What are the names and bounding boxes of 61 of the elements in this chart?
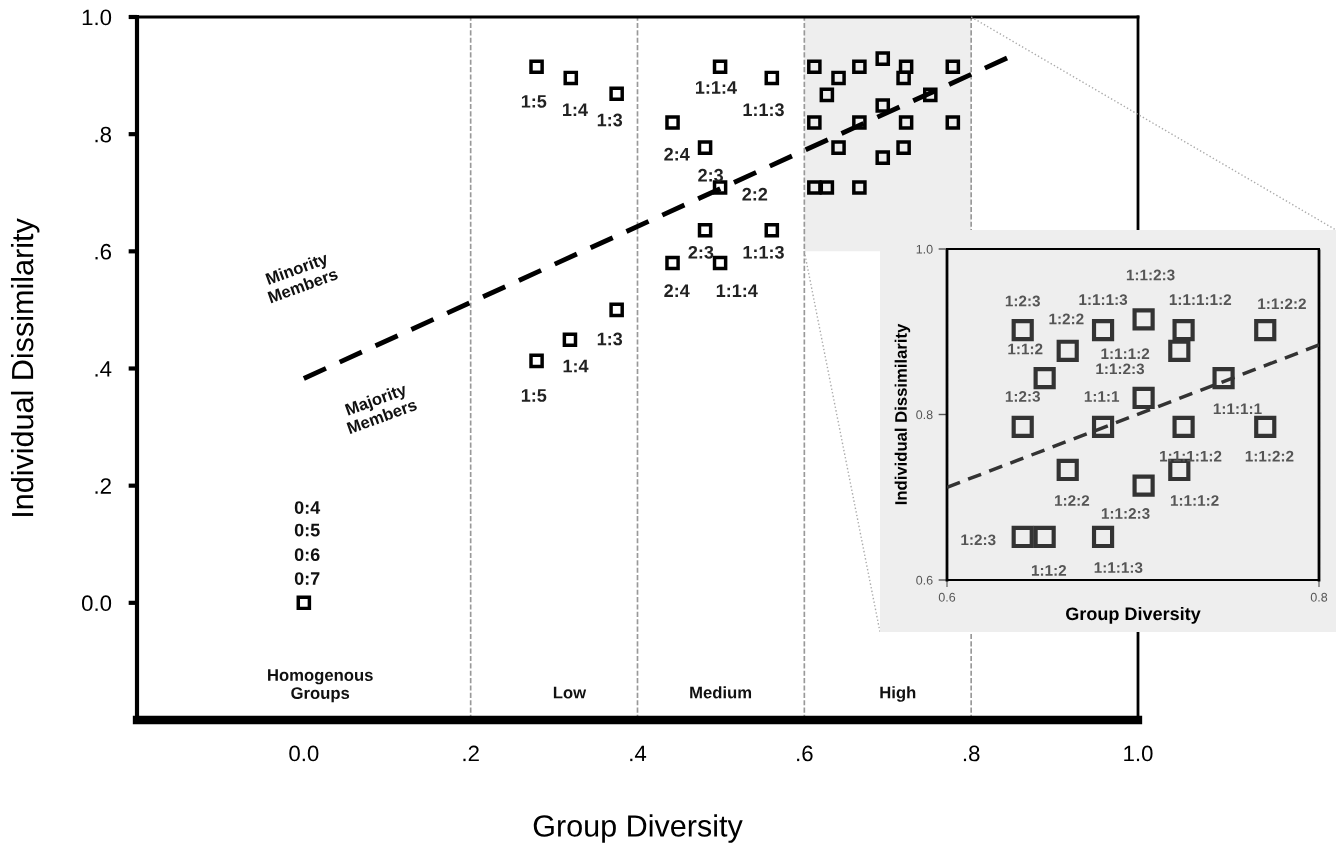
y-tick-label: 1.0 [82, 9, 112, 26]
x-tick-label: .2 [463, 745, 479, 762]
annotation: 1:1:1:3 [1094, 562, 1143, 574]
annotation: 1:1:1:1:2 [1160, 450, 1222, 462]
y-tick-label: 1.0 [916, 244, 933, 254]
annotation: 1:1:2 [1031, 564, 1067, 576]
annotation: 2:2 [742, 187, 768, 201]
annotation: 1:1:4 [695, 81, 737, 94]
annotation: 1:3 [597, 113, 623, 127]
annotation: 1:1:1:2 [1101, 348, 1150, 359]
x-tick-label: 0.0 [289, 745, 319, 762]
annotation: 2:3 [688, 245, 714, 259]
x-tick-label: .6 [797, 745, 813, 762]
annotation: 2:4 [664, 147, 690, 161]
annotation: Homogenous Groups [268, 669, 373, 703]
annotation: 1:1:1:2 [1170, 495, 1219, 506]
x-tick-label: .8 [963, 745, 980, 762]
y-tick-label: .2 [95, 478, 111, 494]
annotation: 1:1:1 [1084, 391, 1120, 402]
annotation: 1:1:3 [743, 245, 784, 259]
annotation: 1:1:1:1 [1213, 403, 1262, 414]
annotation: High [880, 686, 916, 702]
annotation: 2:4 [664, 284, 690, 297]
y-tick-label: .8 [95, 126, 112, 143]
annotation: 1:3 [597, 332, 623, 346]
y-axis-title: Individual Dissimilarity [10, 218, 40, 516]
x-tick-label: .4 [630, 745, 647, 762]
annotation: 1:2:3 [961, 534, 996, 546]
annotation: 1:2:3 [1005, 295, 1040, 307]
annotation: 1:1:2:2 [1258, 298, 1306, 310]
annotation: 1:1:2:2 [1245, 450, 1294, 462]
annotation: 0:6 [294, 548, 320, 562]
y-tick-label: .6 [95, 243, 112, 260]
annotation: 1:1:1:1:2 [1169, 294, 1232, 305]
x-tick-label: 1.0 [1124, 745, 1153, 762]
annotation: 0:4 [294, 501, 321, 514]
annotation: 1:1:4 [716, 284, 758, 297]
annotation: 1:5 [521, 95, 547, 108]
annotation: Medium [690, 686, 752, 699]
annotation: 1:1:2:3 [1126, 269, 1175, 281]
x-axis-title: Group Diversity [533, 814, 743, 843]
y-tick-label: .4 [95, 361, 112, 377]
annotation: 1:1:2:3 [1101, 508, 1150, 519]
annotation: 1:1:2:3 [1096, 363, 1145, 375]
y-axis-title: Individual Dissimilarity [894, 323, 911, 505]
annotation: 1:1:3 [743, 103, 784, 117]
annotation: 1:1:1:3 [1079, 294, 1128, 306]
annotation: Low [553, 686, 587, 699]
annotation: 1:5 [521, 389, 547, 402]
annotation: 1:2:2 [1049, 313, 1084, 325]
annotation: 1:1:2 [1008, 343, 1043, 355]
x-axis-title: Group Diversity [1066, 606, 1201, 624]
y-tick-label: 0.6 [916, 575, 933, 585]
annotation: 1:4 [563, 103, 588, 116]
y-tick-label: 0.8 [916, 410, 933, 420]
annotation: 1:2:3 [1005, 391, 1040, 402]
annotation: 1:2:2 [1055, 495, 1090, 506]
annotation: 1:4 [563, 359, 589, 373]
annotation: 2:3 [698, 168, 724, 182]
annotation: 0:7 [294, 572, 320, 585]
annotation: 0:5 [294, 523, 320, 537]
